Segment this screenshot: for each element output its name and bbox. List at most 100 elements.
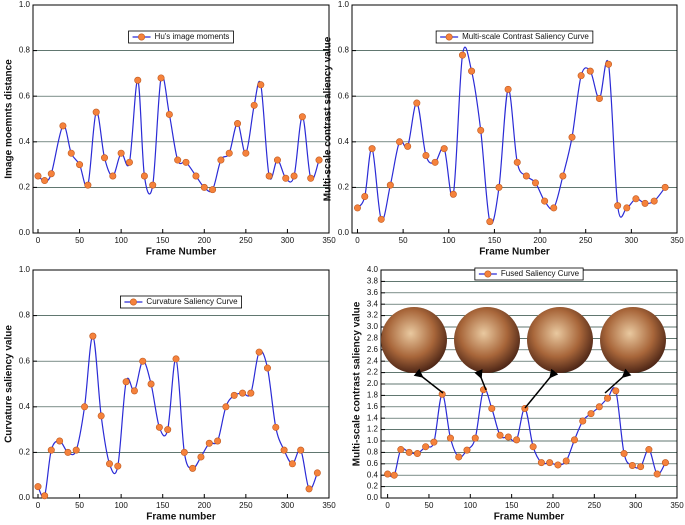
data-point (645, 446, 653, 454)
data-point (413, 99, 421, 107)
data-point (109, 172, 117, 180)
data-point (101, 154, 109, 162)
data-point (579, 417, 587, 425)
data-point (189, 464, 197, 472)
y-tick-label: 1.0 (19, 0, 31, 9)
plot-frame (32, 269, 330, 499)
x-tick-label: 0 (385, 501, 390, 510)
data-point (172, 355, 180, 363)
x-tick-label: 300 (629, 501, 643, 510)
data-point (250, 101, 258, 109)
x-tick-label: 150 (156, 501, 170, 510)
data-point (632, 195, 640, 203)
data-point (81, 403, 89, 411)
data-point (522, 172, 530, 180)
data-point (413, 450, 421, 458)
data-point (59, 122, 67, 130)
data-point (395, 138, 403, 146)
data-point (217, 156, 225, 164)
data-point (140, 172, 148, 180)
legend-label: Fused Saliency Curve (501, 269, 580, 278)
data-point (225, 149, 233, 157)
data-point (468, 67, 476, 75)
data-point (404, 142, 412, 150)
y-tick-label: 0.0 (367, 493, 379, 502)
data-point (76, 161, 84, 169)
y-tick-label: 2.8 (367, 334, 379, 343)
data-point (653, 470, 661, 478)
data-point (257, 81, 265, 89)
legend-marker (129, 298, 137, 306)
legend-marker (445, 33, 453, 41)
y-tick-label: 0.6 (367, 459, 379, 468)
data-point (531, 179, 539, 187)
arrow (474, 369, 487, 391)
data-point (315, 156, 323, 164)
data-point (282, 174, 290, 182)
data-point (446, 434, 454, 442)
data-point (605, 60, 613, 68)
x-axis-label: Frame Number (494, 512, 565, 523)
data-point (641, 199, 649, 207)
y-axis-label: Image moemnts distance (4, 59, 15, 179)
data-point (628, 462, 636, 470)
data-point (612, 387, 620, 395)
data-point (438, 390, 446, 398)
data-point (623, 204, 631, 212)
data-point (114, 462, 122, 470)
photo (527, 307, 593, 373)
data-point (280, 446, 288, 454)
y-tick-label: 1.4 (367, 413, 379, 422)
data-point (84, 181, 92, 189)
data-point (422, 151, 430, 159)
data-point (496, 431, 504, 439)
legend: Multi-scale Contrast Saliency Curve (435, 30, 594, 44)
data-point (562, 457, 570, 465)
data-point (386, 181, 394, 189)
photo (381, 307, 447, 373)
data-point (397, 446, 405, 454)
y-tick-label: 2.4 (367, 356, 379, 365)
data-point (157, 74, 165, 82)
data-point (305, 485, 313, 493)
x-tick-label: 0 (36, 236, 41, 245)
photo (600, 307, 666, 373)
data-point (430, 438, 438, 446)
y-tick-label: 0.6 (19, 91, 31, 100)
data-point (559, 172, 567, 180)
x-tick-label: 50 (75, 236, 84, 245)
x-tick-label: 300 (281, 236, 295, 245)
data-point (377, 215, 385, 223)
y-tick-label: 4.0 (367, 265, 379, 274)
data-point (455, 453, 463, 461)
legend-box (128, 30, 234, 44)
data-point (440, 145, 448, 153)
y-tick-label: 0.6 (338, 91, 350, 100)
arrow (604, 368, 632, 394)
x-tick-label: 100 (114, 501, 128, 510)
data-point (595, 403, 603, 411)
data-point (272, 423, 280, 431)
charts: 0.0 0.2 0.4 0.6 0.8 1.0 0 50 100 150 200 250 300 350 F… (4, 0, 685, 523)
data-point (661, 459, 669, 467)
data-point (92, 108, 100, 116)
data-point (637, 463, 645, 471)
y-tick-label: 3.0 (367, 322, 379, 331)
data-point (568, 133, 576, 141)
data-point (513, 158, 521, 166)
y-tick-label: 0.4 (338, 137, 350, 146)
data-point (661, 183, 669, 191)
y-tick-label: 0.4 (19, 402, 31, 411)
data-point (134, 76, 142, 84)
x-tick-label: 250 (239, 501, 253, 510)
legend-box (120, 295, 242, 309)
x-tick-label: 250 (588, 501, 602, 510)
x-tick-label: 0 (36, 501, 41, 510)
data-point (620, 450, 628, 458)
x-axis-label: Frame Number (146, 247, 217, 258)
data-point (239, 389, 247, 397)
data-point (368, 145, 376, 153)
photos (381, 307, 666, 409)
y-tick-label: 0.8 (338, 46, 350, 55)
data-point (139, 357, 147, 365)
